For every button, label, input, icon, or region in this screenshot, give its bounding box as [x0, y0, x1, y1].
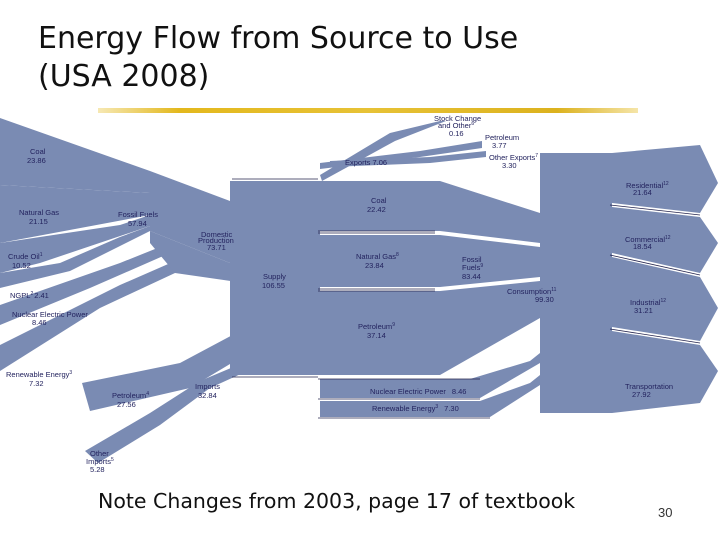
source-petroleum-imports-value: 27.56 [117, 400, 136, 409]
coal-consumption-value: 22.42 [367, 205, 386, 214]
sector-commercial-value: 18.54 [633, 242, 652, 251]
renewable-consumption: Renewable Energy3 7.30 [372, 404, 459, 413]
source-natural-gas-value: 21.15 [29, 217, 48, 226]
imports-value: 32.84 [198, 391, 217, 400]
title-underline [98, 108, 638, 113]
flow-consumption-hub [540, 153, 612, 413]
source-natural-gas-label: Natural Gas [19, 208, 59, 217]
source-renewable-label: Renewable Energy3 [6, 370, 72, 379]
other-exports-value: 3.30 [502, 161, 517, 170]
flow-natural-gas [0, 185, 150, 243]
source-nuclear-value: 8.46 [32, 318, 47, 327]
domestic-production-value: 73.71 [207, 243, 226, 252]
supply-value: 106.55 [262, 281, 285, 290]
sector-commercial-label: Commercial12 [625, 235, 671, 244]
consumption-value: 99.30 [535, 295, 554, 304]
source-ngpl: NGPL22.41 [10, 291, 49, 300]
flow-nuclear [0, 243, 170, 325]
source-crude-oil-value: 10.52 [12, 261, 31, 270]
flow-ngpl [0, 226, 150, 288]
slide-caption: Note Changes from 2003, page 17 of textb… [98, 489, 576, 513]
flow-residential [612, 145, 718, 213]
fossil-fuels-consumption-value: 83.44 [462, 272, 481, 281]
flow-other-exports [330, 151, 486, 167]
flow-stock-change [320, 121, 446, 181]
flow-fossil-to-production [150, 171, 230, 263]
sector-transportation-value: 27.92 [632, 390, 651, 399]
flow-renewable-consumption [320, 375, 540, 417]
energy-flow-diagram: Coal 23.86 Natural Gas 21.15 Crude Oil1 … [0, 113, 720, 475]
nuclear-consumption: Nuclear Electric Power 8.46 [370, 387, 466, 396]
supply-label: Supply [263, 272, 286, 281]
domestic-production-label: Domestic [201, 230, 233, 239]
petroleum-export-value: 3.77 [492, 141, 507, 150]
source-other-imports-label2: Imports5 [86, 457, 114, 466]
fossil-fuels-value: 57.94 [128, 219, 147, 228]
source-nuclear-label: Nuclear Electric Power [12, 310, 88, 319]
sector-industrial-value: 31.21 [634, 306, 653, 315]
fossil-fuels-consumption-label: Fossil [462, 255, 482, 264]
imports-label: Imports [195, 382, 220, 391]
natural-gas-consumption-label: Natural Gas8 [356, 252, 399, 261]
coal-consumption-label: Coal [371, 196, 387, 205]
slide-title: Energy Flow from Source to Use (USA 2008) [38, 20, 638, 96]
petroleum-export-label: Petroleum [485, 133, 519, 142]
source-coal-label: Coal [30, 147, 46, 156]
sector-industrial-label: Industrial12 [630, 298, 666, 307]
source-other-imports-value: 5.28 [90, 465, 105, 474]
exports-label: Exports 7.06 [345, 158, 387, 167]
flow-nuclear-consumption [320, 353, 540, 398]
slide-number: 30 [658, 505, 673, 520]
flow-commercial [612, 207, 718, 273]
flow-industrial [612, 257, 718, 341]
sector-residential-value: 21.64 [633, 188, 652, 197]
flow-crude-oil [0, 215, 150, 273]
source-other-imports-label: Other [90, 449, 109, 458]
slide-title-line2: (USA 2008) [38, 59, 210, 94]
source-petroleum-imports-label: Petroleum4 [112, 391, 149, 400]
sector-residential-label: Residential12 [626, 181, 669, 190]
domestic-production-label2: Production [198, 236, 234, 245]
other-exports-label: Other Exports7 [489, 153, 538, 162]
flow-transportation [612, 331, 718, 413]
petroleum-consumption-value: 37.14 [367, 331, 386, 340]
flow-petroleum-consumption [320, 281, 540, 375]
sector-transportation-label: Transportation [625, 382, 673, 391]
source-coal-value: 23.86 [27, 156, 46, 165]
slide-title-line1: Energy Flow from Source to Use [38, 21, 519, 56]
stock-change-label2: and Other6 [438, 121, 474, 130]
consumption-label: Consumption11 [507, 287, 557, 296]
source-crude-oil-label: Crude Oil1 [8, 252, 43, 261]
flow-coal [0, 118, 150, 193]
source-renewable-value: 7.32 [29, 379, 44, 388]
stock-change-label: Stock Change [434, 114, 481, 123]
stock-change-value: 0.16 [449, 129, 464, 138]
flow-supply [230, 181, 320, 375]
fossil-fuels-label: Fossil Fuels [118, 210, 158, 219]
flow-natural-gas-consumption [320, 235, 540, 287]
petroleum-consumption-label: Petroleum9 [358, 322, 395, 331]
flow-coal-consumption [320, 181, 540, 243]
separator-lines [232, 178, 701, 419]
fossil-fuels-consumption-label2: Fuels9 [462, 263, 483, 272]
flow-bands [0, 118, 718, 463]
flow-renewable [0, 261, 175, 371]
natural-gas-consumption-value: 23.84 [365, 261, 384, 270]
